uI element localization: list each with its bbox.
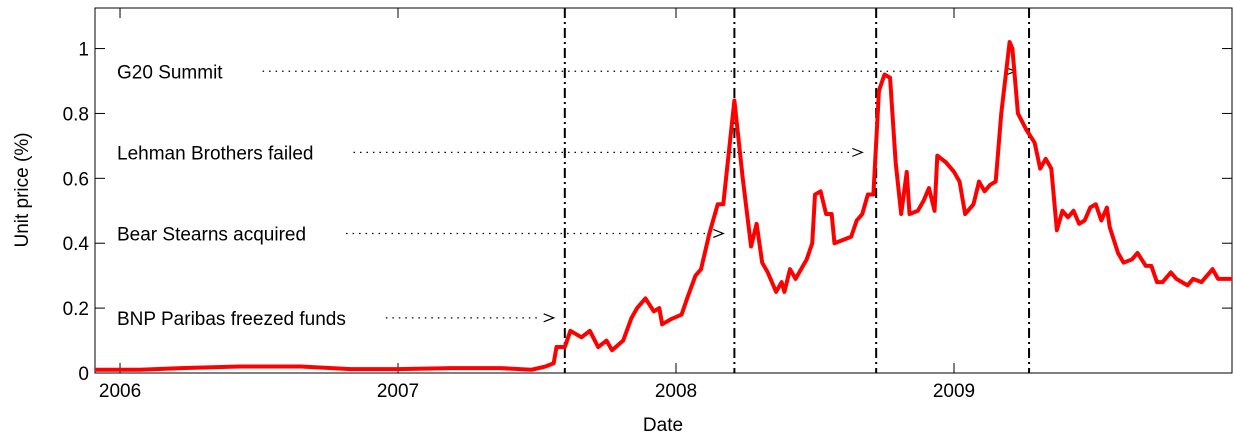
y-tick-label: 0.4	[63, 234, 90, 255]
x-tick-label: 2009	[933, 381, 975, 402]
y-tick-label: 1	[78, 40, 89, 61]
x-axis-label: Date	[643, 415, 683, 436]
annotation-text: BNP Paribas freezed funds	[117, 309, 346, 330]
y-tick-label: 0.6	[63, 169, 89, 190]
x-tick-label: 2008	[655, 381, 697, 402]
y-tick-label: 0.2	[63, 299, 89, 320]
annotation-arrow	[852, 147, 864, 157]
annotation-text: Bear Stearns acquired	[117, 224, 306, 245]
y-tick-label: 0.8	[63, 104, 89, 125]
y-tick-label: 0	[78, 364, 89, 385]
annotation-arrow	[543, 313, 556, 323]
annotation-arrow	[713, 228, 725, 239]
y-axis-label: Unit price (%)	[12, 132, 33, 247]
annotation-text: Lehman Brothers failed	[117, 143, 313, 164]
annotation-text: G20 Summit	[117, 62, 223, 83]
plot-frame	[94, 7, 1233, 374]
x-tick-label: 2006	[99, 381, 141, 402]
price-line	[95, 40, 1232, 372]
x-tick-label: 2007	[377, 381, 419, 402]
